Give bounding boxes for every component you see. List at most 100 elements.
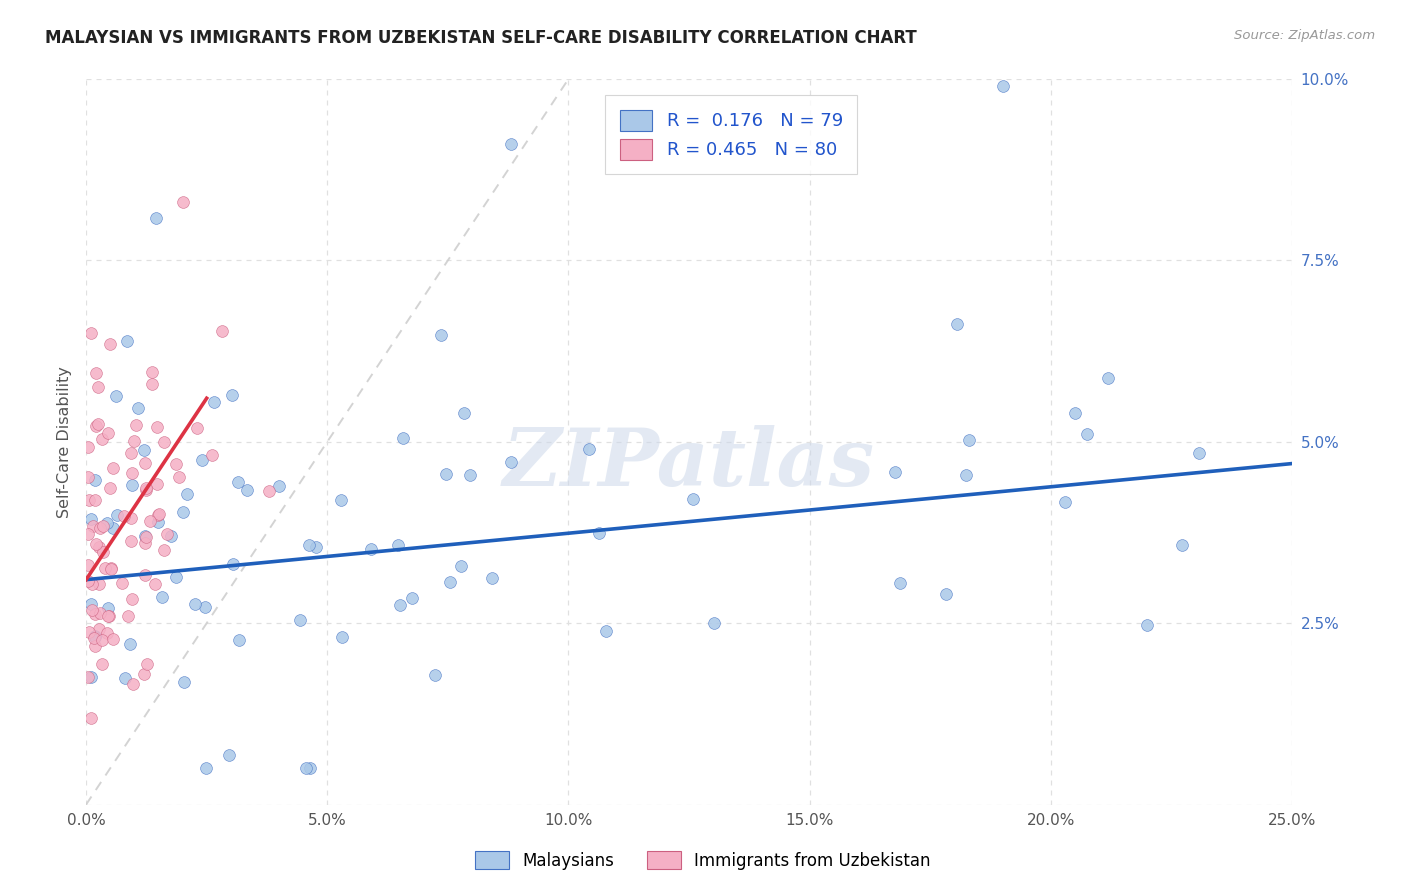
Point	[76, 470, 98, 484]
Point	[127, 401, 149, 415]
Point	[97, 425, 120, 440]
Point	[165, 457, 187, 471]
Point	[145, 211, 167, 225]
Point	[80, 597, 103, 611]
Point	[84, 639, 107, 653]
Point	[218, 748, 240, 763]
Point	[91, 519, 114, 533]
Point	[77, 492, 100, 507]
Point	[148, 507, 170, 521]
Point	[93, 545, 115, 559]
Point	[135, 482, 157, 496]
Point	[1171, 538, 1194, 552]
Point	[148, 515, 170, 529]
Point	[588, 526, 610, 541]
Point	[76, 574, 98, 589]
Point	[86, 419, 108, 434]
Point	[121, 677, 143, 691]
Point	[97, 600, 120, 615]
Point	[105, 508, 128, 523]
Point	[194, 761, 217, 775]
Point	[87, 417, 110, 431]
Point	[96, 626, 118, 640]
Legend: Malaysians, Immigrants from Uzbekistan: Malaysians, Immigrants from Uzbekistan	[468, 845, 938, 877]
Point	[201, 448, 224, 462]
Point	[388, 598, 411, 612]
Point	[1136, 618, 1159, 632]
Point	[103, 632, 125, 646]
Point	[172, 505, 194, 519]
Point	[98, 481, 121, 495]
Point	[305, 540, 328, 554]
Point	[82, 518, 104, 533]
Point	[145, 477, 167, 491]
Point	[87, 380, 110, 394]
Point	[83, 632, 105, 646]
Point	[360, 541, 382, 556]
Point	[135, 530, 157, 544]
Point	[82, 603, 104, 617]
Point	[146, 420, 169, 434]
Point	[138, 514, 160, 528]
Point	[143, 576, 166, 591]
Point	[87, 577, 110, 591]
Text: MALAYSIAN VS IMMIGRANTS FROM UZBEKISTAN SELF-CARE DISABILITY CORRELATION CHART: MALAYSIAN VS IMMIGRANTS FROM UZBEKISTAN …	[45, 29, 917, 46]
Point	[1076, 427, 1098, 442]
Point	[228, 633, 250, 648]
Point	[387, 537, 409, 551]
Point	[84, 607, 107, 621]
Point	[121, 466, 143, 480]
Point	[221, 388, 243, 402]
Point	[83, 630, 105, 644]
Point	[955, 468, 977, 483]
Text: Source: ZipAtlas.com: Source: ZipAtlas.com	[1234, 29, 1375, 42]
Point	[267, 479, 290, 493]
Point	[330, 493, 353, 508]
Point	[235, 483, 257, 498]
Point	[190, 453, 212, 467]
Point	[76, 527, 98, 541]
Point	[112, 508, 135, 523]
Point	[176, 486, 198, 500]
Point	[76, 670, 98, 684]
Point	[76, 558, 98, 572]
Point	[159, 529, 181, 543]
Point	[153, 543, 176, 558]
Point	[1188, 446, 1211, 460]
Point	[111, 575, 134, 590]
Point	[330, 630, 353, 644]
Point	[172, 195, 194, 210]
Point	[450, 558, 472, 573]
Point	[100, 562, 122, 576]
Point	[84, 492, 107, 507]
Point	[120, 510, 142, 524]
Point	[165, 569, 187, 583]
Point	[101, 460, 124, 475]
Point	[288, 613, 311, 627]
Point	[935, 587, 957, 601]
Point	[957, 433, 980, 447]
Point	[173, 675, 195, 690]
Point	[453, 406, 475, 420]
Point	[98, 337, 121, 351]
Point	[1097, 371, 1119, 385]
Y-axis label: Self-Care Disability: Self-Care Disability	[58, 366, 72, 517]
Point	[132, 667, 155, 681]
Point	[94, 561, 117, 575]
Point	[156, 526, 179, 541]
Point	[682, 491, 704, 506]
Point	[125, 417, 148, 432]
Point	[121, 591, 143, 606]
Point	[430, 328, 453, 343]
Point	[202, 395, 225, 409]
Point	[945, 318, 967, 332]
Point	[1053, 494, 1076, 508]
Point	[91, 432, 114, 446]
Point	[186, 421, 208, 435]
Point	[80, 512, 103, 526]
Point	[499, 137, 522, 152]
Point	[77, 625, 100, 640]
Point	[76, 440, 98, 454]
Point	[84, 473, 107, 487]
Point	[434, 467, 457, 481]
